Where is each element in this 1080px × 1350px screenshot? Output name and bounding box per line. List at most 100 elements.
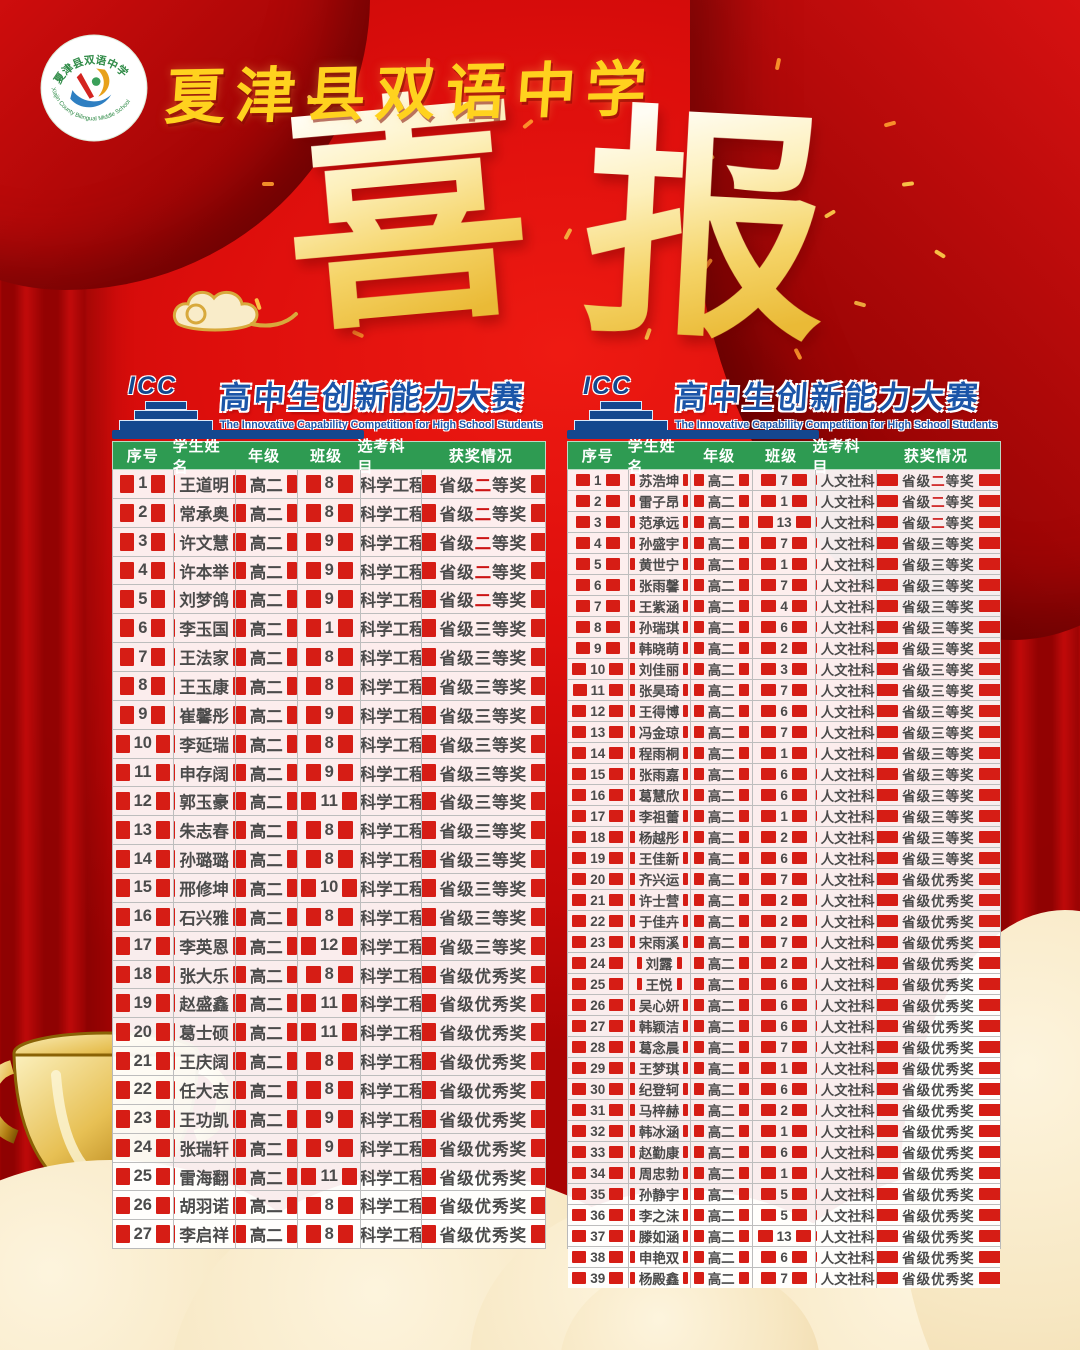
- grade-cell: 高二: [236, 787, 298, 816]
- class-cell: 8: [298, 960, 362, 989]
- subject-cell: 人文社科: [816, 554, 877, 574]
- subject-cell: 人文社科: [816, 638, 877, 658]
- grade-cell: 高二: [691, 785, 753, 805]
- student-name-cell: 王梦琪: [629, 1058, 691, 1078]
- class-cell: 6: [753, 1247, 817, 1267]
- column-header: 选考科目: [812, 437, 861, 476]
- table-row: 18 张大乐 高二 8 科学工程 省级优秀奖: [113, 960, 545, 990]
- serial-cell: 34: [568, 1163, 629, 1183]
- sparkle: [774, 57, 782, 71]
- award-cell: 省级优秀奖: [877, 995, 1000, 1015]
- student-name-cell: 孙璐璐: [174, 845, 236, 874]
- podium-base-bar: [112, 430, 364, 439]
- award-cell: 省级三等奖: [422, 845, 545, 873]
- grade-cell: 高二: [236, 845, 298, 874]
- award-cell: 省级优秀奖: [877, 1079, 1000, 1099]
- class-cell: 8: [298, 1191, 362, 1220]
- grade-cell: 高二: [236, 1047, 298, 1076]
- award-cell: 省级二等奖: [877, 491, 1000, 511]
- serial-cell: 13: [568, 722, 629, 742]
- grade-cell: 高二: [236, 643, 298, 672]
- class-cell: 7: [753, 932, 817, 952]
- class-cell: 8: [298, 498, 362, 527]
- subject-cell: 人文社科: [816, 848, 877, 868]
- student-name-cell: 葛士硕: [174, 1018, 236, 1047]
- serial-cell: 1: [568, 470, 629, 490]
- student-name-cell: 孙瑞琪: [629, 617, 691, 637]
- table-row: 31 马梓赫 高二 2 人文社科 省级优秀奖: [568, 1100, 1000, 1121]
- table-row: 35 孙静宇 高二 5 人文社科 省级优秀奖: [568, 1184, 1000, 1205]
- table-row: 20 葛士硕 高二 11 科学工程 省级优秀奖: [113, 1018, 545, 1048]
- student-name-cell: 雷子昂: [629, 491, 691, 511]
- grade-cell: 高二: [691, 470, 753, 490]
- subject-cell: 人文社科: [816, 1205, 877, 1225]
- school-name: 夏津县双语中学: [162, 54, 659, 133]
- subject-cell: 人文社科: [816, 575, 877, 595]
- table-row: 13 朱志春 高二 8 科学工程 省级三等奖: [113, 816, 545, 846]
- table-row: 13 冯金琼 高二 7 人文社科 省级三等奖: [568, 722, 1000, 743]
- student-name-cell: 胡羽诺: [174, 1191, 236, 1220]
- class-cell: 9: [298, 556, 362, 585]
- serial-cell: 30: [568, 1079, 629, 1099]
- subject-cell: 人文社科: [816, 764, 877, 784]
- subject-cell: 人文社科: [816, 1163, 877, 1183]
- competition-subtitle: The Innovative Capability Competition fo…: [675, 419, 998, 431]
- award-cell: 省级三等奖: [877, 743, 1000, 763]
- award-cell: 省级优秀奖: [877, 1268, 1000, 1288]
- table-row: 28 葛念晨 高二 7 人文社科 省级优秀奖: [568, 1037, 1000, 1058]
- student-name-cell: 赵勤康: [629, 1142, 691, 1162]
- serial-cell: 8: [113, 672, 174, 700]
- student-name-cell: 杨殿鑫: [629, 1268, 691, 1288]
- grade-cell: 高二: [691, 1058, 753, 1078]
- serial-cell: 12: [113, 787, 174, 816]
- subject-cell: 人文社科: [816, 1247, 877, 1267]
- serial-cell: 22: [568, 911, 629, 931]
- subject-cell: 科学工程: [361, 845, 422, 874]
- subject-cell: 人文社科: [816, 953, 877, 973]
- student-name-cell: 李延瑞: [174, 729, 236, 758]
- award-cell: 省级三等奖: [877, 575, 1000, 595]
- grade-cell: 高二: [691, 596, 753, 616]
- class-cell: 6: [753, 1142, 817, 1162]
- class-cell: 2: [753, 890, 817, 910]
- award-cell: 省级优秀奖: [877, 1016, 1000, 1036]
- subject-cell: 人文社科: [816, 680, 877, 700]
- grade-cell: 高二: [236, 1104, 298, 1133]
- student-name-cell: 李英恩: [174, 931, 236, 960]
- serial-cell: 17: [568, 806, 629, 826]
- grade-cell: 高二: [691, 911, 753, 931]
- award-cell: 省级优秀奖: [422, 1191, 545, 1219]
- award-cell: 省级三等奖: [877, 638, 1000, 658]
- student-name-cell: 孙静宇: [629, 1184, 691, 1204]
- subject-cell: 科学工程: [361, 470, 422, 498]
- grade-cell: 高二: [236, 1076, 298, 1104]
- serial-cell: 12: [568, 701, 629, 721]
- class-cell: 6: [753, 848, 817, 868]
- table-row: 2 雷子昂 高二 1 人文社科 省级二等奖: [568, 491, 1000, 512]
- serial-cell: 3: [568, 512, 629, 532]
- class-cell: 6: [753, 1079, 817, 1099]
- grade-cell: 高二: [691, 1247, 753, 1267]
- class-cell: 7: [753, 1268, 817, 1288]
- serial-cell: 32: [568, 1121, 629, 1141]
- grade-cell: 高二: [691, 1205, 753, 1225]
- grade-cell: 高二: [691, 1079, 753, 1099]
- serial-cell: 26: [568, 995, 629, 1015]
- serial-cell: 39: [568, 1268, 629, 1288]
- grade-cell: 高二: [236, 758, 298, 787]
- serial-cell: 8: [568, 617, 629, 637]
- subject-cell: 人文社科: [816, 827, 877, 847]
- award-cell: 省级三等奖: [877, 596, 1000, 616]
- serial-cell: 6: [568, 575, 629, 595]
- grade-cell: 高二: [691, 659, 753, 679]
- class-cell: 6: [753, 785, 817, 805]
- table-row: 14 程雨桐 高二 1 人文社科 省级三等奖: [568, 743, 1000, 764]
- class-cell: 6: [753, 764, 817, 784]
- grade-cell: 高二: [691, 701, 753, 721]
- serial-cell: 4: [113, 556, 174, 585]
- sparkle: [262, 182, 274, 186]
- table-row: 34 周忠勃 高二 1 人文社科 省级优秀奖: [568, 1163, 1000, 1184]
- award-cell: 省级优秀奖: [877, 1142, 1000, 1162]
- student-name-cell: 吴心妍: [629, 995, 691, 1015]
- table-row: 21 王庆阔 高二 8 科学工程 省级优秀奖: [113, 1047, 545, 1077]
